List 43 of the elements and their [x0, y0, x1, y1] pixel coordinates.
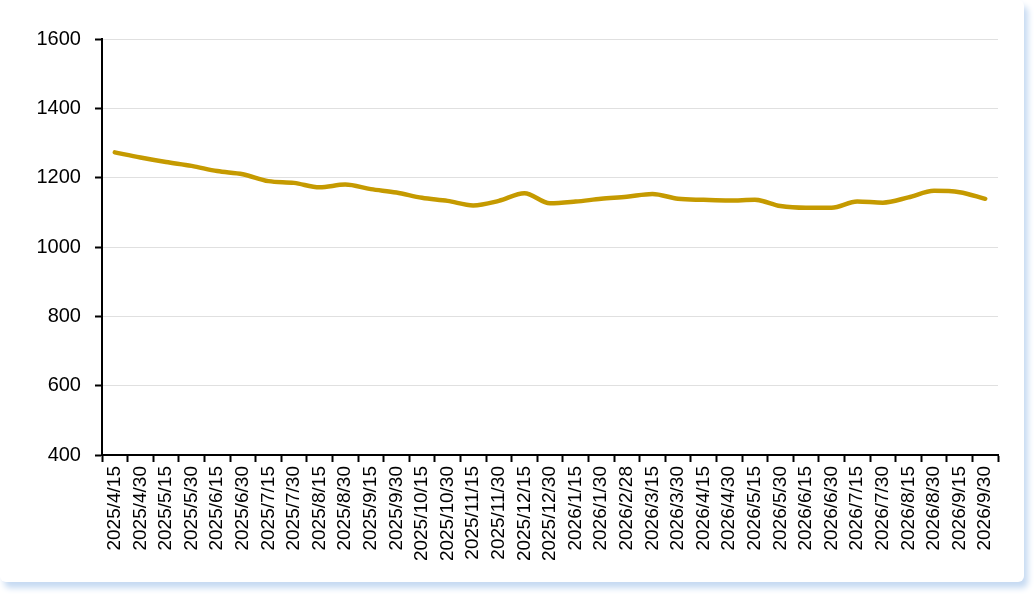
x-tick-label: 2025/11/15	[461, 466, 483, 560]
x-tick-label: 2025/8/15	[307, 466, 329, 551]
y-tick-label: 1000	[36, 234, 81, 257]
x-tick-label: 2025/5/30	[179, 466, 201, 551]
x-tick-label: 2025/8/30	[333, 466, 355, 551]
x-tick-label: 2026/6/30	[819, 466, 841, 551]
x-tick-label: 2025/9/30	[384, 466, 406, 551]
x-tick-label: 2025/10/30	[435, 466, 457, 562]
x-tick-label: 2026/1/15	[563, 466, 585, 551]
x-tick-label: 2026/7/15	[845, 466, 867, 551]
x-tick-label: 2026/5/30	[768, 466, 790, 551]
x-tick-label: 2026/8/15	[896, 466, 918, 551]
x-tick-label: 2026/9/30	[973, 466, 995, 551]
x-tick-label: 2025/7/30	[282, 466, 304, 551]
y-tick-label: 1200	[36, 165, 81, 188]
x-tick-label: 2026/3/15	[640, 466, 662, 551]
x-tick-label: 2026/4/15	[691, 466, 713, 551]
x-tick-label: 2025/6/15	[205, 466, 227, 551]
x-tick-label: 2025/5/15	[154, 466, 176, 551]
y-tick-label: 800	[47, 303, 81, 326]
x-tick-label: 2025/10/15	[410, 466, 432, 562]
y-tick-label: 600	[47, 373, 81, 396]
x-tick-label: 2026/2/28	[615, 466, 637, 551]
x-tick-label: 2025/12/15	[512, 466, 534, 562]
x-tick-label: 2026/6/15	[794, 466, 816, 551]
x-tick-label: 2026/7/30	[871, 466, 893, 551]
x-tick-label: 2025/4/30	[128, 466, 150, 551]
x-tick-label: 2025/7/15	[256, 466, 278, 551]
line-series	[112, 150, 988, 211]
x-tick-label: 2026/8/30	[922, 466, 944, 551]
y-tick-label: 400	[47, 442, 81, 465]
x-tick-label: 2026/5/15	[743, 466, 765, 551]
x-tick-label: 2026/9/15	[947, 466, 969, 551]
x-tick-label: 2026/4/30	[717, 466, 739, 551]
x-tick-label: 2025/4/15	[103, 466, 125, 551]
x-tick-label: 2025/9/15	[359, 466, 381, 551]
x-tick-label: 2025/11/30	[487, 466, 509, 560]
x-tick-label: 2025/6/30	[231, 466, 253, 551]
x-tick-label: 2026/3/30	[666, 466, 688, 551]
x-tick-label: 2025/12/30	[538, 466, 560, 562]
y-tick-label: 1400	[36, 95, 81, 118]
y-tick-label: 1600	[36, 26, 81, 49]
x-tick-label: 2026/1/30	[589, 466, 611, 551]
